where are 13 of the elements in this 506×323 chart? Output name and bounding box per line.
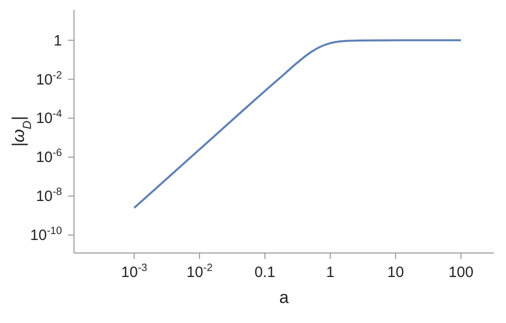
y-tick-label: 10$^{-2}$ <box>36 69 62 88</box>
y-tick-label: 10$^{-10}$ <box>30 225 62 244</box>
y-tick-label: 10$^{-4}$ <box>36 108 62 128</box>
x-tick-label: 1 <box>326 264 334 281</box>
y-tick-label: 10$^{-8}$ <box>36 186 62 206</box>
x-tick-label: 0.1 <box>254 264 276 281</box>
x-tick-label: 10$^{-2}$ <box>186 262 213 281</box>
x-tick-label: 100 <box>448 264 474 281</box>
y-tick-label: 10$^{-6}$ <box>36 147 62 166</box>
x-tick-label: 10$^{-3}$ <box>121 262 148 281</box>
y-tick-label: 1 <box>54 32 62 50</box>
x-axis-title: a <box>279 288 290 307</box>
x-tick-label: 10 <box>387 264 404 281</box>
